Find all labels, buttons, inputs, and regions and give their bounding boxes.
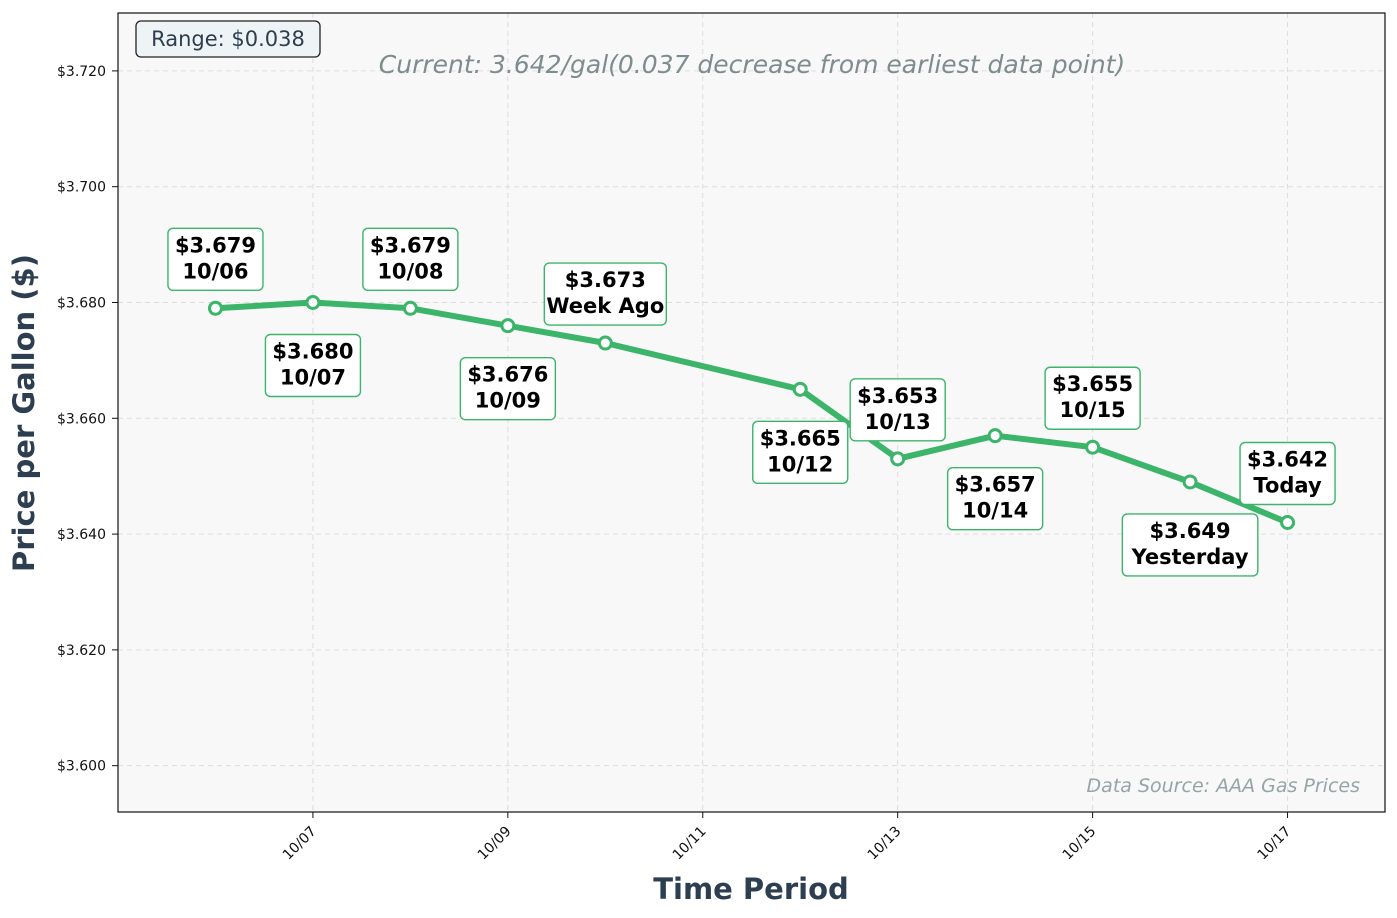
range-box: Range: $0.038 (135, 20, 321, 58)
point-label-box (1044, 366, 1141, 430)
y-tick-label: $3.680 (57, 295, 106, 311)
y-tick-label: $3.720 (57, 64, 106, 80)
x-tick-label: 10/07 (280, 824, 320, 864)
point-tag-label: Yesterday (1131, 545, 1249, 569)
point-label-box (1121, 513, 1259, 577)
x-axis-ticks: 10/07 10/09 10/11 10/13 10/15 10/17 (280, 812, 1294, 863)
point-tag-label: 10/14 (962, 499, 1028, 523)
chart-subtitle: Current: 3.642/gal(0.037 decrease from e… (379, 50, 1125, 79)
data-point (1182, 474, 1198, 490)
data-point (207, 300, 223, 316)
data-point (305, 294, 321, 310)
point-label-box (264, 333, 362, 398)
data-point (402, 300, 418, 316)
series-layer (207, 294, 1296, 531)
point-tag-label: 10/08 (377, 259, 443, 283)
point-price-label: $3.679 (370, 233, 451, 257)
source-note: Data Source: AAA Gas Prices (1087, 775, 1361, 797)
data-labels: $3.67910/06$3.68010/07$3.67910/08$3.6761… (167, 227, 1336, 577)
data-point (1085, 439, 1101, 455)
y-axis-title: Price per Gallon ($) (7, 254, 41, 572)
point-tag-label: Today (1253, 474, 1322, 498)
y-tick-label: $3.660 (57, 411, 106, 427)
point-price-label: $3.665 (760, 426, 841, 450)
point-price-label: $3.657 (955, 473, 1036, 497)
plot-frame (117, 12, 1386, 813)
x-axis-title: Time Period (653, 872, 849, 906)
point-label-box (459, 356, 557, 421)
point-tag-label: 10/15 (1060, 398, 1126, 422)
point-label-box (167, 227, 264, 291)
data-point (500, 318, 516, 334)
point-price-label: $3.653 (857, 384, 938, 408)
point-price-label: $3.676 (467, 363, 548, 387)
point-price-label: $3.673 (565, 268, 646, 292)
point-label-box (752, 420, 849, 485)
point-price-label: $3.649 (1150, 519, 1231, 543)
x-tick-label: 10/15 (1060, 824, 1100, 864)
range-box-frame (135, 20, 321, 58)
data-point (597, 335, 613, 351)
point-label-box (362, 227, 459, 291)
y-axis-ticks: $3.600 $3.620 $3.640 $3.660 $3.680 $3.700 $3.7… (57, 64, 118, 775)
x-tick-label: 10/13 (865, 824, 905, 864)
point-tag-label: 10/12 (767, 452, 833, 476)
point-tag-label: Week Ago (546, 294, 664, 318)
data-point (987, 428, 1003, 444)
point-tag-label: 10/13 (865, 410, 931, 434)
range-box-text: Range: $0.038 (151, 27, 305, 51)
point-price-label: $3.680 (272, 339, 353, 363)
point-price-label: $3.655 (1052, 372, 1133, 396)
x-tick-label: 10/11 (670, 824, 710, 864)
point-tag-label: 10/06 (182, 259, 248, 283)
data-point (792, 381, 808, 397)
point-label-box (543, 262, 668, 326)
plot-area (118, 13, 1385, 812)
y-tick-label: $3.600 (57, 759, 106, 775)
y-tick-label: $3.700 (57, 180, 106, 196)
point-price-label: $3.679 (175, 233, 256, 257)
point-price-label: $3.642 (1247, 448, 1328, 472)
point-label-box (849, 378, 946, 442)
point-label-box (946, 466, 1044, 531)
y-tick-label: $3.620 (57, 643, 106, 659)
data-point (1280, 515, 1296, 531)
point-tag-label: 10/07 (280, 365, 346, 389)
y-tick-label: $3.640 (57, 527, 106, 543)
x-tick-label: 10/09 (475, 824, 515, 864)
point-label-box (1239, 441, 1336, 506)
data-point (890, 451, 906, 467)
x-tick-label: 10/17 (1255, 824, 1295, 864)
point-tag-label: 10/09 (475, 389, 541, 413)
